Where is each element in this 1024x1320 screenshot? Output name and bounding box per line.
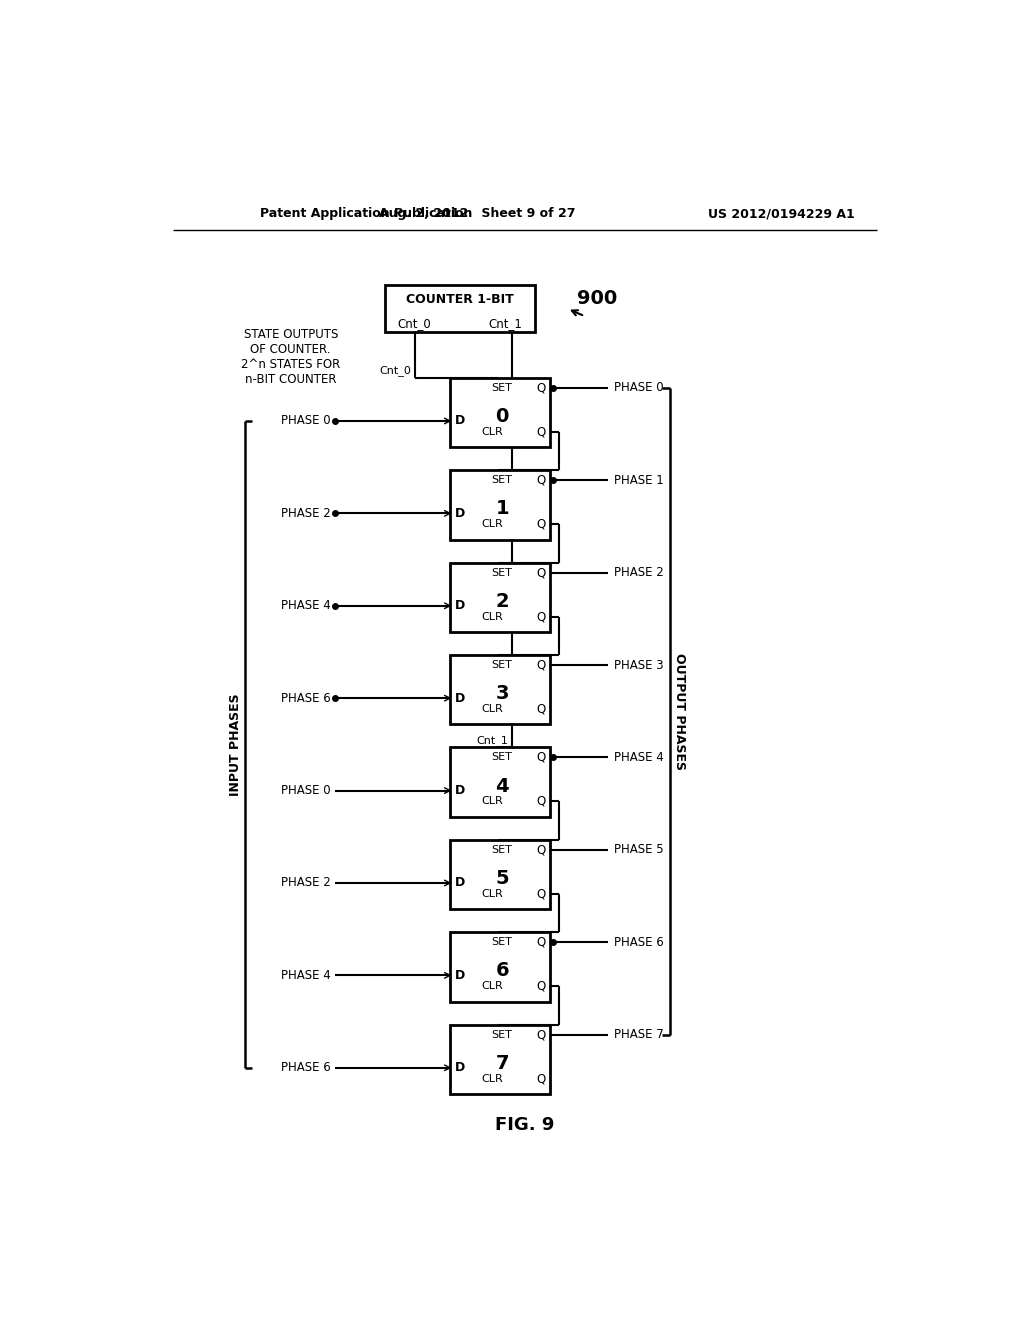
- Text: 3: 3: [496, 684, 509, 704]
- Text: PHASE 5: PHASE 5: [614, 843, 664, 857]
- Bar: [451, 470, 550, 540]
- Text: D: D: [455, 414, 465, 428]
- Text: Cnt_1: Cnt_1: [476, 735, 508, 746]
- Text: Q: Q: [537, 979, 546, 993]
- Text: D: D: [455, 692, 465, 705]
- Text: PHASE 1: PHASE 1: [614, 474, 664, 487]
- Text: SET: SET: [492, 1030, 513, 1040]
- Text: Q: Q: [537, 474, 546, 487]
- Text: SET: SET: [492, 383, 513, 393]
- Text: COUNTER 1-BIT: COUNTER 1-BIT: [406, 293, 514, 306]
- Text: Q: Q: [537, 843, 546, 857]
- Text: CLR: CLR: [481, 611, 503, 622]
- Text: CLR: CLR: [481, 519, 503, 529]
- Text: 2: 2: [496, 591, 509, 611]
- Text: Q: Q: [537, 610, 546, 623]
- Text: D: D: [455, 784, 465, 797]
- Text: CLR: CLR: [481, 426, 503, 437]
- Text: Q: Q: [537, 1028, 546, 1041]
- Text: PHASE 3: PHASE 3: [614, 659, 664, 672]
- Bar: [451, 932, 550, 1002]
- Text: Q: Q: [537, 659, 546, 672]
- Text: Q: Q: [537, 887, 546, 900]
- Bar: [451, 562, 550, 632]
- Bar: [451, 1024, 550, 1094]
- Text: PHASE 6: PHASE 6: [281, 1061, 331, 1074]
- Text: D: D: [455, 876, 465, 890]
- Text: Q: Q: [537, 1072, 546, 1085]
- Text: Patent Application Publication: Patent Application Publication: [260, 207, 472, 220]
- Text: PHASE 4: PHASE 4: [614, 751, 664, 764]
- Bar: [451, 840, 550, 909]
- Text: PHASE 2: PHASE 2: [281, 876, 331, 890]
- Text: PHASE 0: PHASE 0: [614, 381, 664, 395]
- Bar: [451, 655, 550, 725]
- Text: SET: SET: [492, 475, 513, 486]
- Text: PHASE 7: PHASE 7: [614, 1028, 664, 1041]
- Text: 900: 900: [578, 289, 617, 308]
- Text: CLR: CLR: [481, 704, 503, 714]
- Text: STATE OUTPUTS
OF COUNTER.
2^n STATES FOR
n-BIT COUNTER: STATE OUTPUTS OF COUNTER. 2^n STATES FOR…: [241, 329, 340, 385]
- Text: Q: Q: [537, 795, 546, 808]
- Text: Q: Q: [537, 566, 546, 579]
- Text: OUTPUT PHASES: OUTPUT PHASES: [673, 653, 686, 770]
- Text: Cnt_0: Cnt_0: [397, 317, 431, 330]
- Text: 4: 4: [496, 776, 509, 796]
- Text: PHASE 6: PHASE 6: [614, 936, 664, 949]
- Text: SET: SET: [492, 568, 513, 578]
- Text: 7: 7: [496, 1053, 509, 1073]
- Text: Q: Q: [537, 751, 546, 764]
- Text: 0: 0: [496, 407, 509, 426]
- Bar: [385, 285, 535, 331]
- Text: INPUT PHASES: INPUT PHASES: [228, 693, 242, 796]
- Text: Q: Q: [537, 702, 546, 715]
- Text: PHASE 4: PHASE 4: [281, 969, 331, 982]
- Text: D: D: [455, 1061, 465, 1074]
- Text: Q: Q: [537, 517, 546, 531]
- Text: D: D: [455, 969, 465, 982]
- Text: Q: Q: [537, 425, 546, 438]
- Text: PHASE 2: PHASE 2: [281, 507, 331, 520]
- Text: Q: Q: [537, 381, 546, 395]
- Text: PHASE 2: PHASE 2: [614, 566, 664, 579]
- Text: SET: SET: [492, 660, 513, 671]
- Text: 1: 1: [496, 499, 509, 519]
- Text: 5: 5: [496, 869, 509, 888]
- Text: D: D: [455, 599, 465, 612]
- Text: CLR: CLR: [481, 1073, 503, 1084]
- Text: US 2012/0194229 A1: US 2012/0194229 A1: [708, 207, 855, 220]
- Bar: [451, 378, 550, 447]
- Text: PHASE 4: PHASE 4: [281, 599, 331, 612]
- Text: SET: SET: [492, 845, 513, 855]
- Text: 6: 6: [496, 961, 509, 981]
- Text: Cnt_1: Cnt_1: [488, 317, 522, 330]
- Bar: [451, 747, 550, 817]
- Text: PHASE 0: PHASE 0: [282, 414, 331, 428]
- Text: D: D: [455, 507, 465, 520]
- Text: PHASE 0: PHASE 0: [282, 784, 331, 797]
- Text: Aug. 2, 2012   Sheet 9 of 27: Aug. 2, 2012 Sheet 9 of 27: [379, 207, 575, 220]
- Text: SET: SET: [492, 937, 513, 948]
- Text: CLR: CLR: [481, 888, 503, 899]
- Text: CLR: CLR: [481, 981, 503, 991]
- Text: FIG. 9: FIG. 9: [496, 1115, 554, 1134]
- Text: Q: Q: [537, 936, 546, 949]
- Text: PHASE 6: PHASE 6: [281, 692, 331, 705]
- Text: CLR: CLR: [481, 796, 503, 807]
- Text: Cnt_0: Cnt_0: [380, 366, 412, 376]
- Text: SET: SET: [492, 752, 513, 763]
